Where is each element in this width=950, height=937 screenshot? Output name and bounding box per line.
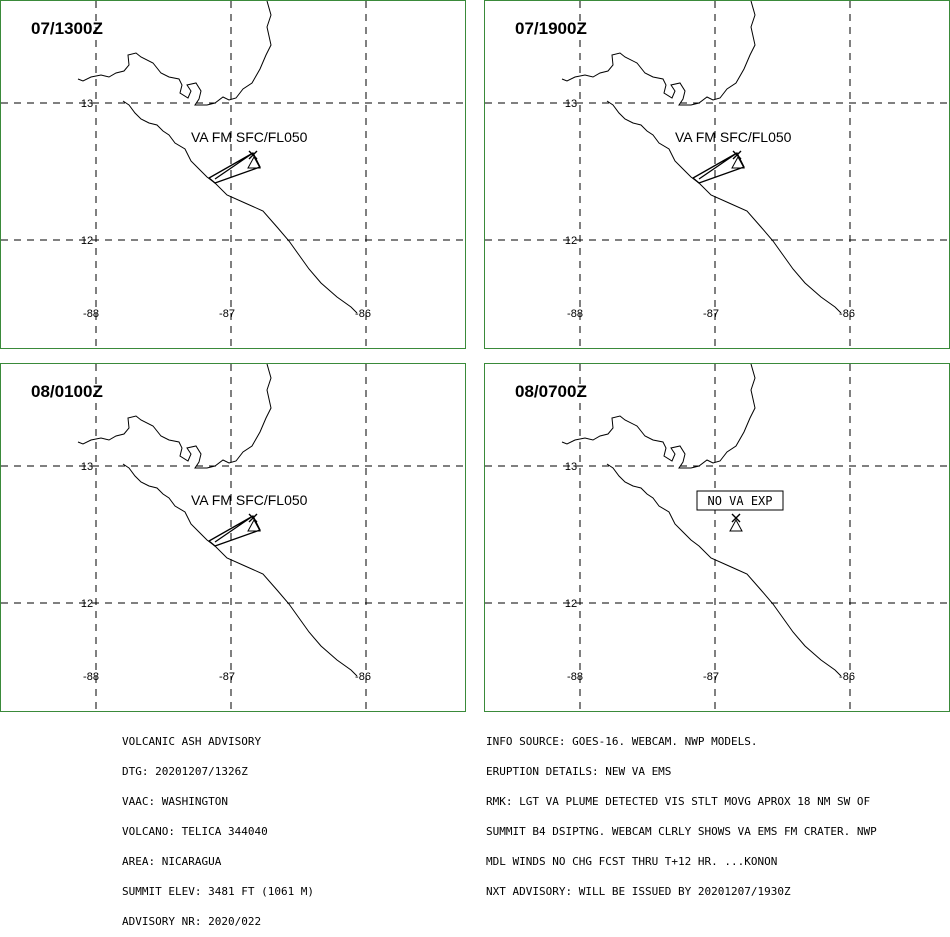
coastline (77, 1, 272, 106)
volcano-icon (731, 155, 745, 169)
ash-plume-polygon (691, 152, 745, 184)
latitude-tick-label: 12 (81, 598, 93, 610)
vent-x-icon (248, 513, 258, 523)
shoreline (122, 463, 358, 677)
advisory-line: VAAC: WASHINGTON (122, 795, 228, 808)
advisory-line: INFO SOURCE: GOES-16. WEBCAM. NWP MODELS… (486, 735, 758, 748)
volcano-icon (247, 155, 261, 169)
longitude-tick-label: -87 (219, 671, 235, 683)
no-ash-label: NO VA EXP (707, 494, 772, 508)
map-canvas: 13 12 -88 -87 -86 NO VA EXP (485, 364, 950, 713)
ash-level-label: VA FM SFC/FL050 (191, 492, 308, 508)
panel-time: 08/0700Z (515, 382, 587, 401)
longitude-tick-label: -88 (83, 671, 99, 683)
latitude-tick-label: 12 (565, 598, 577, 610)
longitude-tick-label: -86 (355, 308, 371, 320)
map-panel-4: 13 12 -88 -87 -86 NO VA EXP 08/0700Z (484, 363, 950, 713)
advisory-line: RMK: LGT VA PLUME DETECTED VIS STLT MOVG… (486, 795, 871, 808)
shoreline (122, 100, 358, 314)
vent-x-icon (248, 150, 258, 160)
map-canvas: 13 12 -88 -87 -86 VA FM SFC/FL050 (1, 1, 467, 350)
latitude-tick-label: 13 (565, 98, 577, 110)
longitude-tick-label: -86 (355, 671, 371, 683)
panel-time: 07/1900Z (515, 19, 587, 38)
coastline (77, 364, 272, 469)
map-panel-3: 13 12 -88 -87 -86 VA FM SFC/FL050 08/0100Z (0, 363, 467, 713)
shoreline (606, 463, 842, 677)
volcano-icon (247, 518, 261, 532)
advisory-info-right: INFO SOURCE: GOES-16. WEBCAM. NWP MODELS… (486, 717, 877, 907)
advisory-line: ADVISORY NR: 2020/022 (122, 915, 262, 928)
latitude-tick-label: 12 (81, 235, 93, 247)
longitude-tick-label: -86 (839, 308, 855, 320)
longitude-tick-label: -86 (839, 671, 855, 683)
latitude-tick-label: 13 (81, 461, 93, 473)
longitude-tick-label: -88 (83, 308, 99, 320)
ash-plume-polygon (207, 152, 261, 184)
ash-plume-polygon (207, 515, 261, 547)
advisory-line: SUMMIT B4 DSIPTNG. WEBCAM CLRLY SHOWS VA… (486, 825, 877, 838)
panel-time: 08/0100Z (31, 382, 103, 401)
latitude-tick-label: 13 (81, 98, 93, 110)
ash-level-label: VA FM SFC/FL050 (191, 129, 308, 145)
longitude-tick-label: -87 (703, 671, 719, 683)
map-canvas: 13 12 -88 -87 -86 VA FM SFC/FL050 (1, 364, 467, 713)
longitude-tick-label: -88 (567, 308, 583, 320)
longitude-tick-label: -87 (703, 308, 719, 320)
advisory-line: VOLCANO: TELICA 344040 (122, 825, 268, 838)
map-canvas: 13 12 -88 -87 -86 VA FM SFC/FL050 (485, 1, 950, 350)
ash-level-label: VA FM SFC/FL050 (675, 129, 792, 145)
latitude-tick-label: 12 (565, 235, 577, 247)
no-ash-box (696, 490, 784, 511)
coastline (561, 1, 756, 106)
map-panel-1: 13 12 -88 -87 -86 VA FM SFC/FL050 07/1300Z (0, 0, 467, 350)
volcano-icon (729, 518, 743, 532)
coastline (561, 364, 756, 469)
advisory-line: ERUPTION DETAILS: NEW VA EMS (486, 765, 672, 778)
advisory-line: VOLCANIC ASH ADVISORY (122, 735, 262, 748)
panel-time: 07/1300Z (31, 19, 103, 38)
advisory-line: MDL WINDS NO CHG FCST THRU T+12 HR. ...K… (486, 855, 778, 868)
advisory-info-left: VOLCANIC ASH ADVISORY DTG: 20201207/1326… (122, 717, 314, 937)
advisory-line: AREA: NICARAGUA (122, 855, 222, 868)
advisory-line: SUMMIT ELEV: 3481 FT (1061 M) (122, 885, 315, 898)
vent-x-icon (731, 513, 741, 523)
advisory-line: DTG: 20201207/1326Z (122, 765, 248, 778)
vent-x-icon (732, 150, 742, 160)
map-panel-2: 13 12 -88 -87 -86 VA FM SFC/FL050 07/1900Z (484, 0, 950, 350)
advisory-line: NXT ADVISORY: WILL BE ISSUED BY 20201207… (486, 885, 791, 898)
shoreline (606, 100, 842, 314)
latitude-tick-label: 13 (565, 461, 577, 473)
longitude-tick-label: -88 (567, 671, 583, 683)
longitude-tick-label: -87 (219, 308, 235, 320)
